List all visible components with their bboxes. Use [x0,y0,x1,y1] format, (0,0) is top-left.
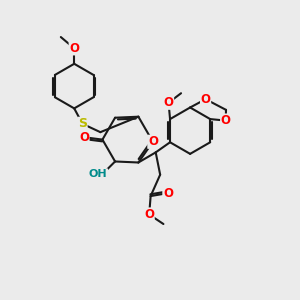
Text: O: O [163,187,173,200]
Text: O: O [148,135,158,148]
Text: O: O [69,42,79,55]
Text: O: O [144,208,154,221]
Text: OH: OH [89,169,107,179]
Text: O: O [221,114,231,127]
Text: O: O [79,131,89,144]
Text: S: S [78,117,87,130]
Text: O: O [201,93,211,106]
Text: O: O [164,96,174,109]
